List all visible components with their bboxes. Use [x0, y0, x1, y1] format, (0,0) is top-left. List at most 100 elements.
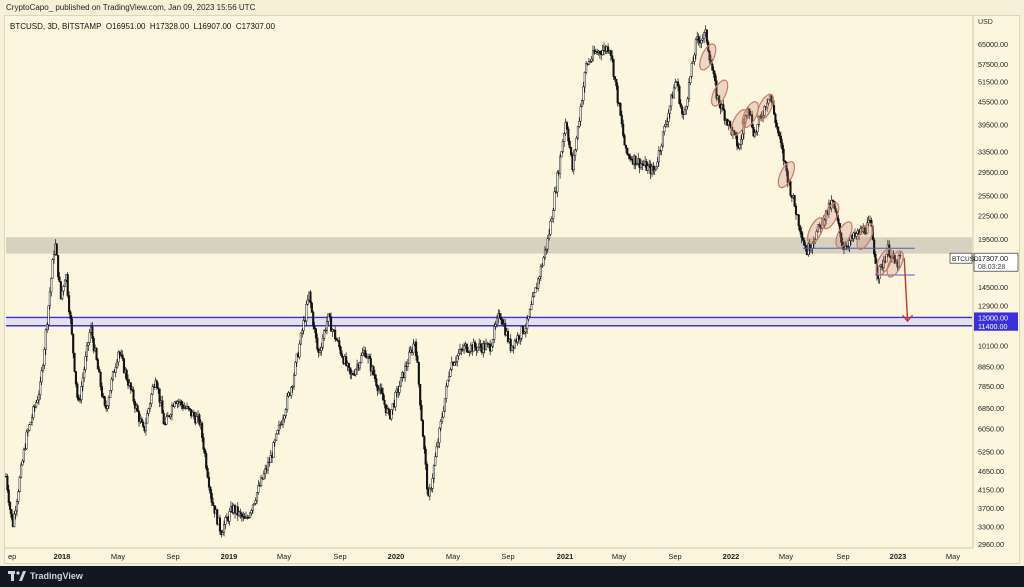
- candle-body: [436, 442, 440, 448]
- candle-body: [430, 488, 433, 490]
- candle-body: [419, 384, 422, 406]
- candle-body: [779, 135, 782, 144]
- candle-body: [116, 361, 119, 368]
- candle-body: [589, 60, 592, 63]
- candle-body: [434, 456, 437, 466]
- candle-body: [306, 299, 309, 305]
- candle-body: [100, 386, 104, 397]
- candle-body: [539, 266, 542, 278]
- candle-body: [301, 330, 304, 334]
- candle-body: [192, 412, 195, 417]
- candle-body: [103, 396, 106, 406]
- candle-body: [9, 502, 12, 510]
- candle-body: [840, 232, 843, 243]
- candle-body: [253, 503, 256, 506]
- candle-body: [76, 383, 79, 398]
- candle-body: [834, 208, 837, 213]
- candle-body: [541, 264, 544, 267]
- candle-body: [299, 332, 302, 345]
- candle-body: [435, 446, 438, 457]
- candle-body: [548, 234, 551, 239]
- candle-body: [612, 59, 615, 77]
- candle-body: [800, 230, 803, 238]
- candle-body: [313, 325, 316, 329]
- candle-body: [32, 406, 35, 418]
- candle-body: [575, 137, 578, 151]
- candle-body: [438, 427, 441, 443]
- candle-body: [57, 254, 60, 278]
- candle-body: [476, 346, 479, 351]
- chart-frame[interactable]: [4, 15, 1020, 564]
- candle-body: [20, 464, 23, 478]
- publish-text: CryptoCapo_ published on TradingView.com…: [6, 3, 256, 12]
- pattern-marker: [777, 161, 796, 189]
- candle-body: [789, 181, 792, 196]
- candle-body: [622, 123, 625, 136]
- candle-body: [453, 362, 456, 366]
- candle-body: [552, 210, 555, 219]
- candle-body: [816, 224, 819, 232]
- candle-body: [509, 338, 512, 351]
- candle-body: [51, 259, 54, 279]
- time-tick-label: May: [446, 552, 460, 561]
- candle-body: [236, 506, 239, 516]
- candle-body: [432, 465, 435, 479]
- candle-body: [257, 485, 260, 493]
- price-tick-label: 14500.00: [978, 283, 1008, 292]
- candle-body: [882, 260, 885, 269]
- candle-body: [580, 100, 584, 107]
- time-tick-label: May: [111, 552, 125, 561]
- candle-body: [137, 411, 141, 422]
- candle-body: [83, 369, 86, 379]
- candle-body: [61, 290, 64, 299]
- candle-body: [794, 205, 798, 215]
- candle-body: [447, 376, 451, 381]
- candle-body: [700, 39, 703, 44]
- pattern-marker: [886, 250, 904, 278]
- candle-body: [50, 277, 53, 293]
- candle-body: [58, 276, 61, 282]
- candle-body: [210, 493, 213, 503]
- legend-open: O16951.00: [105, 22, 146, 31]
- candle-body: [873, 239, 876, 255]
- candle-body: [328, 313, 331, 318]
- candle-body: [21, 460, 24, 466]
- candle-body: [659, 150, 662, 152]
- price-tick-label: 3300.00: [978, 522, 1004, 531]
- candle-body: [576, 126, 579, 139]
- candle-body: [73, 352, 76, 372]
- candle-body: [613, 76, 617, 80]
- candle-body: [209, 486, 212, 494]
- candle-body: [35, 402, 38, 408]
- legend-low: L16907.00: [193, 22, 232, 31]
- candle-body: [722, 104, 725, 111]
- candle-body: [404, 365, 407, 378]
- candle-body: [715, 80, 718, 99]
- candle-body: [878, 266, 881, 279]
- symbol-tag-box: [949, 252, 973, 264]
- candle-body: [254, 500, 257, 504]
- price-tick-label: 5250.00: [978, 447, 1004, 456]
- candle-body: [598, 50, 601, 54]
- candle-body: [867, 219, 870, 224]
- candle-body: [638, 158, 641, 169]
- candle-body: [292, 374, 296, 387]
- candle-body: [772, 105, 776, 115]
- candle-body: [733, 130, 736, 133]
- candle-body: [165, 416, 168, 425]
- candle-body: [406, 363, 409, 367]
- candle-body: [88, 332, 91, 343]
- candle-body: [399, 377, 403, 387]
- time-tick-label: Sep: [836, 552, 849, 561]
- candle-body: [290, 387, 293, 396]
- candle-body: [324, 329, 327, 332]
- time-tick-label: Sep: [501, 552, 514, 561]
- candle-body: [273, 439, 276, 443]
- candle-body: [87, 342, 90, 346]
- candle-body: [498, 313, 501, 318]
- legend-high: H17328.00: [149, 22, 190, 31]
- candle-body: [672, 87, 675, 99]
- candle-body: [295, 353, 298, 363]
- candle-body: [133, 401, 136, 409]
